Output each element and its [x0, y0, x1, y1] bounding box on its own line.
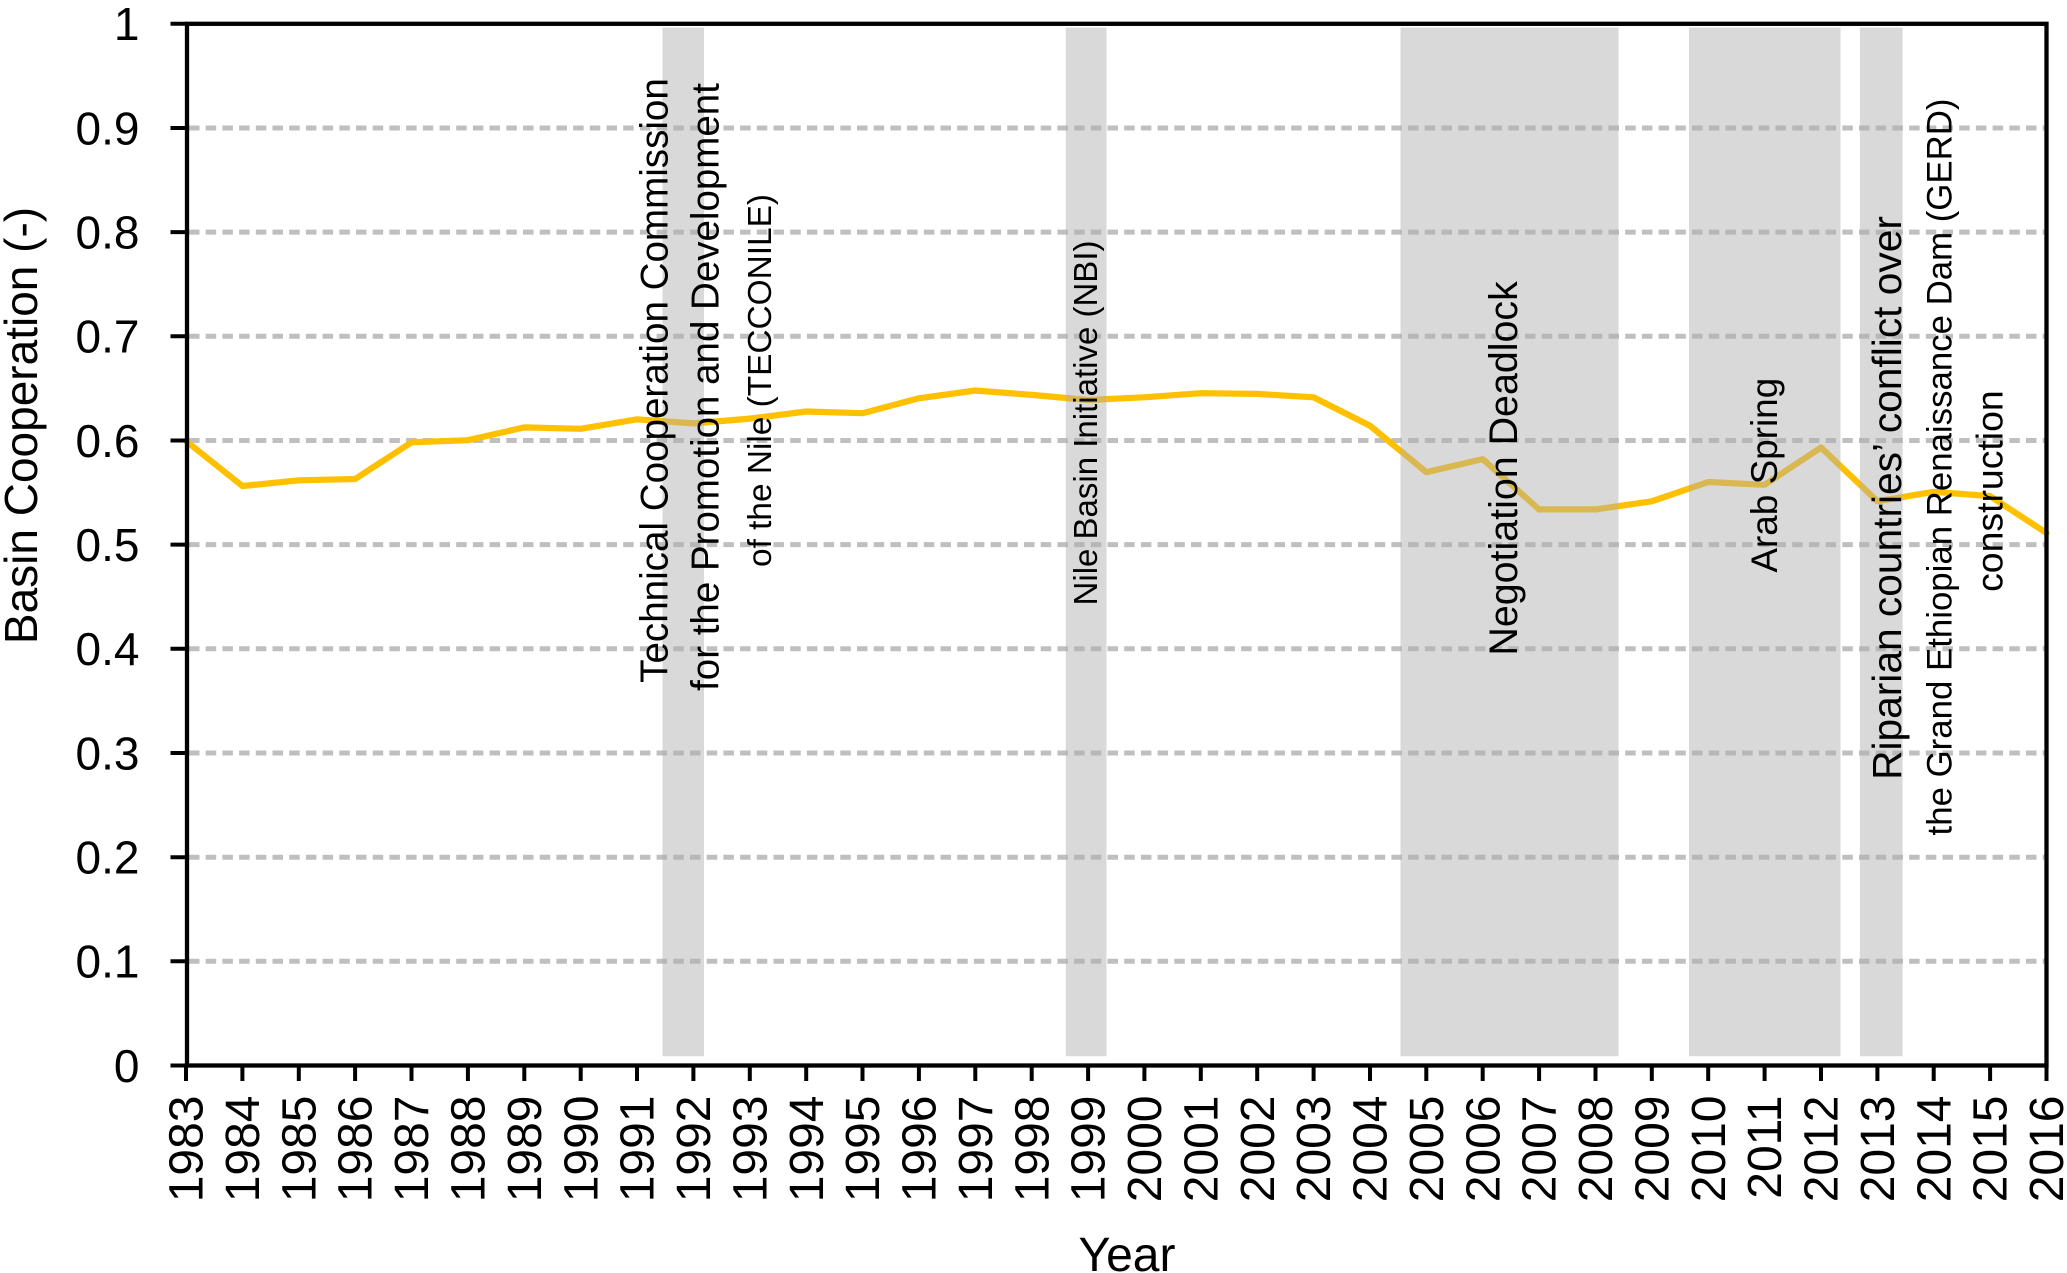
svg-text:of the Nile (TECCONILE): of the Nile (TECCONILE)	[742, 194, 779, 567]
svg-text:2007: 2007	[1514, 1096, 1567, 1203]
svg-text:2013: 2013	[1852, 1096, 1905, 1203]
svg-text:2016: 2016	[2021, 1096, 2067, 1203]
svg-text:Negotiation Deadlock: Negotiation Deadlock	[1482, 281, 1526, 656]
svg-text:1992: 1992	[668, 1096, 721, 1203]
svg-text:Technical Cooperation Commissi: Technical Cooperation Commission	[634, 78, 677, 683]
svg-text:2014: 2014	[1908, 1096, 1961, 1203]
svg-text:1994: 1994	[781, 1096, 834, 1203]
svg-text:for the Promotion and Developm: for the Promotion and Development	[685, 83, 728, 691]
svg-text:1988: 1988	[443, 1096, 496, 1203]
svg-text:Nile Basin Initiative (NBI): Nile Basin Initiative (NBI)	[1067, 241, 1104, 606]
svg-text:0.6: 0.6	[76, 415, 140, 467]
svg-text:0.2: 0.2	[76, 832, 140, 884]
svg-text:2005: 2005	[1401, 1096, 1454, 1203]
svg-text:1985: 1985	[273, 1096, 326, 1203]
svg-text:2009: 2009	[1626, 1096, 1679, 1203]
svg-text:1991: 1991	[612, 1096, 665, 1203]
svg-text:2011: 2011	[1739, 1096, 1792, 1199]
svg-text:1998: 1998	[1006, 1096, 1059, 1203]
svg-text:2002: 2002	[1232, 1096, 1285, 1203]
svg-text:0.3: 0.3	[76, 727, 140, 779]
svg-text:0.9: 0.9	[76, 102, 140, 154]
svg-text:2010: 2010	[1683, 1096, 1736, 1203]
svg-text:1995: 1995	[837, 1096, 890, 1203]
svg-text:0.5: 0.5	[76, 519, 140, 571]
svg-text:0.4: 0.4	[76, 623, 140, 675]
svg-text:2015: 2015	[1965, 1096, 2018, 1203]
svg-text:the Grand Ethiopian Renaissanc: the Grand Ethiopian Renaissance Dam (GER…	[1921, 99, 1960, 836]
svg-text:Basin Cooperation (-): Basin Cooperation (-)	[0, 207, 47, 644]
svg-text:2006: 2006	[1457, 1096, 1510, 1203]
svg-text:1999: 1999	[1063, 1096, 1116, 1203]
svg-text:1997: 1997	[950, 1096, 1003, 1203]
svg-text:0.7: 0.7	[76, 311, 140, 363]
svg-text:1: 1	[114, 0, 140, 50]
svg-text:2000: 2000	[1119, 1096, 1172, 1203]
svg-text:1987: 1987	[386, 1096, 439, 1203]
svg-text:Arab Spring: Arab Spring	[1744, 378, 1785, 573]
svg-text:1993: 1993	[724, 1096, 777, 1203]
svg-text:1986: 1986	[330, 1096, 383, 1203]
svg-text:Year: Year	[1079, 1229, 1176, 1273]
svg-text:construction: construction	[1969, 390, 2011, 592]
svg-text:2004: 2004	[1345, 1096, 1398, 1203]
svg-text:2001: 2001	[1175, 1096, 1228, 1203]
svg-text:1996: 1996	[894, 1096, 947, 1203]
svg-text:1989: 1989	[499, 1096, 552, 1203]
svg-text:1983: 1983	[161, 1096, 214, 1203]
svg-text:1990: 1990	[555, 1096, 608, 1203]
svg-text:0.1: 0.1	[76, 936, 140, 988]
svg-text:0.8: 0.8	[76, 206, 140, 258]
svg-text:2008: 2008	[1570, 1096, 1623, 1203]
svg-text:2012: 2012	[1796, 1096, 1849, 1203]
svg-text:0: 0	[114, 1040, 140, 1092]
svg-text:2003: 2003	[1288, 1096, 1341, 1203]
svg-text:Riparian countries’ conflict o: Riparian countries’ conflict over	[1864, 216, 1910, 780]
svg-text:1984: 1984	[217, 1096, 270, 1203]
